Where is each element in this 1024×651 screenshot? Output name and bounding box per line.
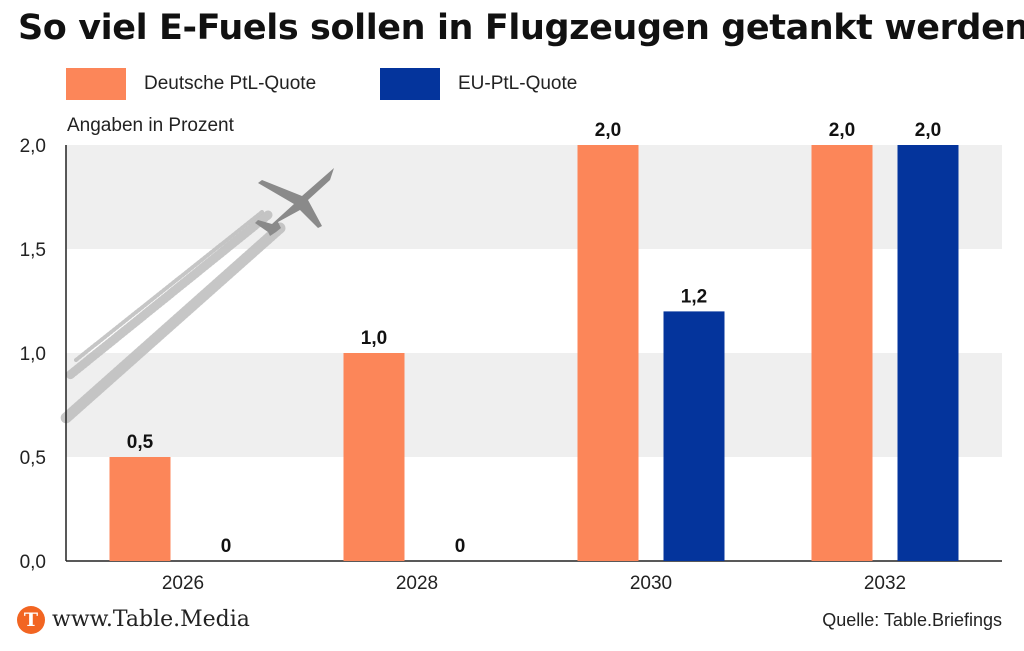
- data-label: 1,0: [361, 328, 387, 349]
- bar-eu-2032: [897, 145, 959, 561]
- legend-swatch-deutsche: [66, 68, 126, 100]
- x-tick-label: 2026: [162, 573, 204, 594]
- data-label: 2,0: [595, 120, 621, 141]
- airplane-contrail-icon: [60, 168, 334, 424]
- data-label: 0: [221, 536, 232, 557]
- page-title: So viel E-Fuels sollen in Flugzeugen get…: [18, 8, 1024, 48]
- bar-deutsche-2030: [577, 145, 639, 561]
- y-tick-label: 0,5: [20, 448, 46, 469]
- unit-label: Angaben in Prozent: [67, 115, 234, 136]
- x-tick-label: 2030: [630, 573, 672, 594]
- footer-site: www.Table.Media: [52, 607, 250, 632]
- x-tick-label: 2028: [396, 573, 438, 594]
- source-note: Quelle: Table.Briefings: [822, 610, 1002, 630]
- bar-eu-2030: [663, 311, 725, 561]
- y-tick-label: 0,0: [20, 552, 46, 573]
- y-tick-label: 2,0: [20, 136, 46, 157]
- data-label: 2,0: [829, 120, 855, 141]
- data-label: 0,5: [127, 432, 154, 453]
- data-label: 1,2: [681, 286, 707, 307]
- y-tick-label: 1,5: [20, 240, 46, 261]
- data-label: 0: [455, 536, 466, 557]
- bar-deutsche-2028: [343, 353, 405, 561]
- bar-deutsche-2032: [811, 145, 873, 561]
- x-tick-label: 2032: [864, 573, 906, 594]
- legend-swatch-eu: [380, 68, 440, 100]
- table-media-logo: T: [17, 606, 45, 634]
- data-label: 2,0: [915, 120, 941, 141]
- legend-label-eu: EU-PtL-Quote: [458, 73, 578, 94]
- bar-deutsche-2026: [109, 457, 171, 561]
- bar-chart: 0,0 0,5 1,0 1,5 2,0 0,5 0 2026 1,0 0 2028 2,0 1,2 203…: [20, 120, 1002, 594]
- y-tick-label: 1,0: [20, 344, 46, 365]
- legend-label-deutsche: Deutsche PtL-Quote: [144, 73, 317, 94]
